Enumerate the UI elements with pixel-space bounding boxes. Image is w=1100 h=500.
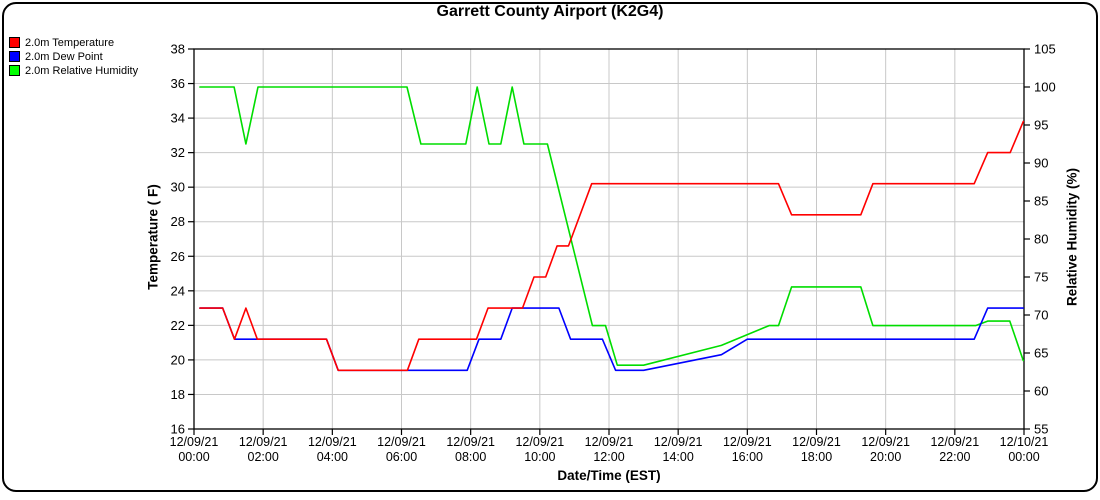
x-tick-label-time: 22:00 [939,450,970,464]
x-tick-label-time: 14:00 [663,450,694,464]
y-right-tick-label: 95 [1034,118,1048,133]
y-left-tick-label: 28 [171,214,185,229]
x-tick-label-time: 04:00 [317,450,348,464]
y-left-tick-label: 22 [171,318,185,333]
x-tick-label-time: 00:00 [178,450,209,464]
y-right-tick-label: 65 [1034,346,1048,361]
y-left-tick-label: 32 [171,145,185,160]
series-line-2-0m-relative-humidity [199,86,1025,367]
x-tick-label-date: 12/09/21 [861,435,910,449]
y-left-tick-label: 18 [171,387,185,402]
y-right-tick-label: 90 [1034,156,1048,171]
x-tick-label-date: 12/09/21 [239,435,288,449]
x-tick-label-time: 20:00 [870,450,901,464]
legend-label-temperature: 2.0m Temperature [25,36,115,49]
x-tick-label-date: 12/09/21 [170,435,219,449]
legend-item-temperature: 2.0m Temperature [9,36,138,49]
dew-point-legend-swatch-icon [9,51,20,62]
legend: 2.0m Temperature 2.0m Dew Point 2.0m Rel… [9,36,138,78]
x-tick-label-date: 12/09/21 [515,435,564,449]
y-right-tick-label: 100 [1034,80,1056,95]
x-tick-label-time: 02:00 [248,450,279,464]
y-left-tick-label: 20 [171,352,185,367]
x-tick-label-time: 16:00 [732,450,763,464]
x-tick-label-date: 12/09/21 [723,435,772,449]
series-line-2-0m-temperature [199,120,1025,372]
x-tick-label-date: 12/09/21 [930,435,979,449]
y-axis-title-right: Relative Humidity (%) [1064,167,1080,307]
y-right-tick-label: 85 [1034,194,1048,209]
x-tick-label-time: 10:00 [524,450,555,464]
y-right-tick-label: 75 [1034,270,1048,285]
temperature-legend-swatch-icon [9,37,20,48]
y-left-tick-label: 38 [171,42,185,57]
y-left-tick-label: 26 [171,249,185,264]
y-right-tick-label: 55 [1034,422,1048,437]
y-right-tick-label: 70 [1034,308,1048,323]
x-tick-label-date: 12/09/21 [585,435,634,449]
plot-border [193,48,1025,430]
x-tick-label-date: 12/09/21 [654,435,703,449]
y-axis-title-left: Temperature ( F) [145,184,161,290]
y-right-tick-label: 60 [1034,384,1048,399]
x-tick-label-time: 06:00 [386,450,417,464]
y-left-tick-label: 34 [171,111,185,126]
relative-humidity-legend-swatch-icon [9,65,20,76]
x-axis-title: Date/Time (EST) [557,468,661,483]
legend-label-relative-humidity: 2.0m Relative Humidity [25,64,139,77]
y-left-tick-label: 24 [171,283,185,298]
x-tick-label-date: 12/09/21 [792,435,841,449]
legend-item-relative-humidity: 2.0m Relative Humidity [9,64,138,77]
chart-title: Garrett County Airport (K2G4) [436,3,664,20]
x-tick-label-time: 18:00 [801,450,832,464]
x-tick-label-time: 00:00 [1008,450,1039,464]
x-tick-label-time: 08:00 [455,450,486,464]
legend-label-dew-point: 2.0m Dew Point [25,50,103,63]
x-tick-label-date: 12/09/21 [308,435,357,449]
x-tick-label-date: 12/09/21 [446,435,495,449]
y-left-tick-label: 30 [171,180,185,195]
x-tick-label-date: 12/09/21 [377,435,426,449]
y-right-tick-label: 80 [1034,232,1048,247]
y-left-tick-label: 16 [171,422,185,437]
x-tick-label-date: 12/10/21 [1000,435,1049,449]
y-right-tick-label: 105 [1034,42,1056,57]
y-left-tick-label: 36 [171,76,185,91]
legend-item-dew-point: 2.0m Dew Point [9,50,138,63]
x-tick-label-time: 12:00 [593,450,624,464]
